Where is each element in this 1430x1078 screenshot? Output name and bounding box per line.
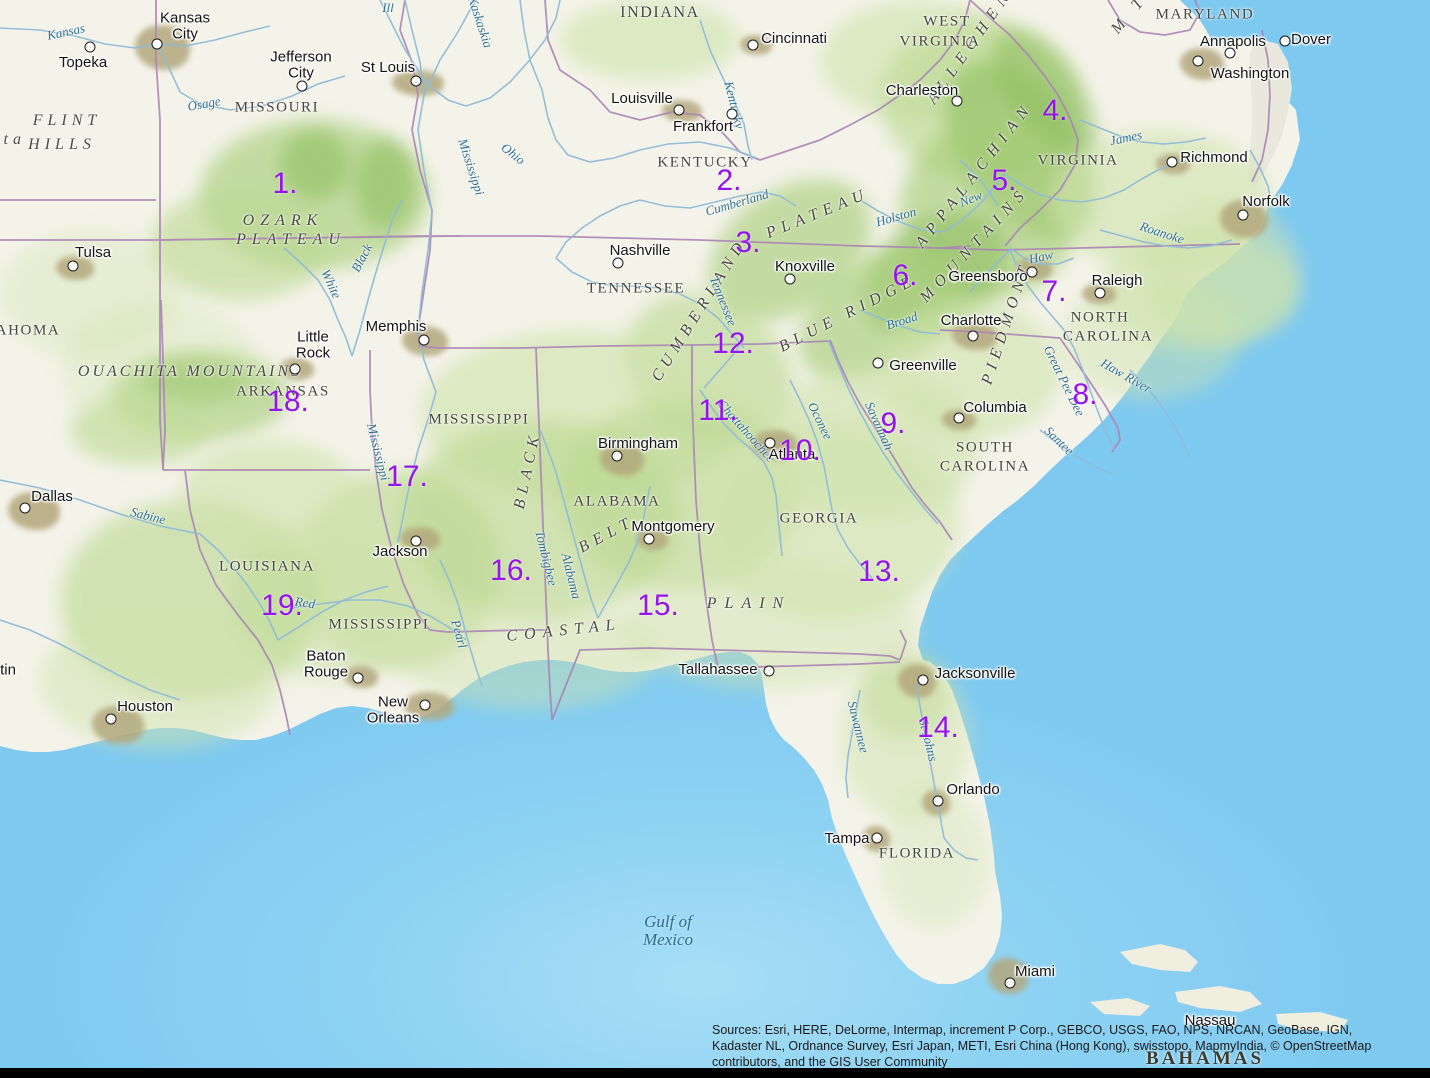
map-marker-15[interactable]: 15. xyxy=(637,589,679,622)
map-marker-12[interactable]: 12. xyxy=(712,327,754,360)
city-marker-dot xyxy=(871,832,883,844)
map-marker-2[interactable]: 2. xyxy=(716,164,742,197)
city-marker-dot xyxy=(763,665,775,677)
map-marker-8[interactable]: 8. xyxy=(1072,378,1098,411)
city-marker-dot xyxy=(612,257,624,269)
map-marker-10[interactable]: 10. xyxy=(779,434,821,467)
city-marker-dot xyxy=(953,412,965,424)
city-marker-dot xyxy=(726,108,738,120)
city-marker-dot xyxy=(951,95,963,107)
city-marker-dot xyxy=(932,795,944,807)
city-marker-dot xyxy=(611,450,623,462)
city-marker-dot xyxy=(1094,287,1106,299)
map-marker-6[interactable]: 6. xyxy=(892,259,918,292)
map-marker-4[interactable]: 4. xyxy=(1042,94,1068,127)
map-marker-3[interactable]: 3. xyxy=(735,226,761,259)
city-marker-dot xyxy=(410,535,422,547)
city-marker-dot xyxy=(84,41,96,53)
map-marker-18[interactable]: 18. xyxy=(267,385,309,418)
attribution-text: Sources: Esri, HERE, DeLorme, Intermap, … xyxy=(712,1022,1424,1070)
city-marker-dot xyxy=(19,502,31,514)
city-marker-dot xyxy=(352,672,364,684)
city-marker-dot xyxy=(67,260,79,272)
map-marker-9[interactable]: 9. xyxy=(880,407,906,440)
map-marker-5[interactable]: 5. xyxy=(991,164,1017,197)
city-marker-dot xyxy=(418,334,430,346)
city-marker-dot xyxy=(872,357,884,369)
city-marker-dot xyxy=(151,38,163,50)
map-marker-19[interactable]: 19. xyxy=(261,589,303,622)
city-marker-dot xyxy=(643,533,655,545)
attribution-line-1: Sources: Esri, HERE, DeLorme, Intermap, … xyxy=(712,1023,1353,1037)
city-marker-dot xyxy=(105,713,117,725)
attribution-line-3: contributors, and the GIS User Community xyxy=(712,1055,948,1069)
city-marker-dot xyxy=(419,699,431,711)
city-marker-dot xyxy=(296,80,308,92)
city-marker-dot xyxy=(1237,209,1249,221)
city-marker-dot xyxy=(764,437,776,449)
city-marker-dot xyxy=(747,39,759,51)
bottom-border-bar xyxy=(0,1068,1430,1078)
city-marker-dot xyxy=(410,75,422,87)
map-marker-13[interactable]: 13. xyxy=(858,555,900,588)
city-marker-dot xyxy=(1166,156,1178,168)
map-marker-17[interactable]: 17. xyxy=(386,460,428,493)
city-marker-dot xyxy=(289,363,301,375)
city-marker-dot xyxy=(673,104,685,116)
city-marker-dot xyxy=(1279,35,1291,47)
map-marker-16[interactable]: 16. xyxy=(490,554,532,587)
city-marker-dot xyxy=(784,273,796,285)
map-marker-14[interactable]: 14. xyxy=(917,711,959,744)
city-marker-dot xyxy=(1192,55,1204,67)
city-marker-dot xyxy=(967,330,979,342)
city-marker-dot xyxy=(1026,266,1038,278)
attribution-line-2: Kadaster NL, Ordnance Survey, Esri Japan… xyxy=(712,1039,1372,1053)
city-marker-dot xyxy=(917,674,929,686)
city-marker-dot xyxy=(1004,977,1016,989)
map-marker-7[interactable]: 7. xyxy=(1041,275,1067,308)
city-marker-dot xyxy=(1224,47,1236,59)
map-marker-11[interactable]: 11. xyxy=(698,394,738,427)
map-marker-1[interactable]: 1. xyxy=(272,167,298,200)
